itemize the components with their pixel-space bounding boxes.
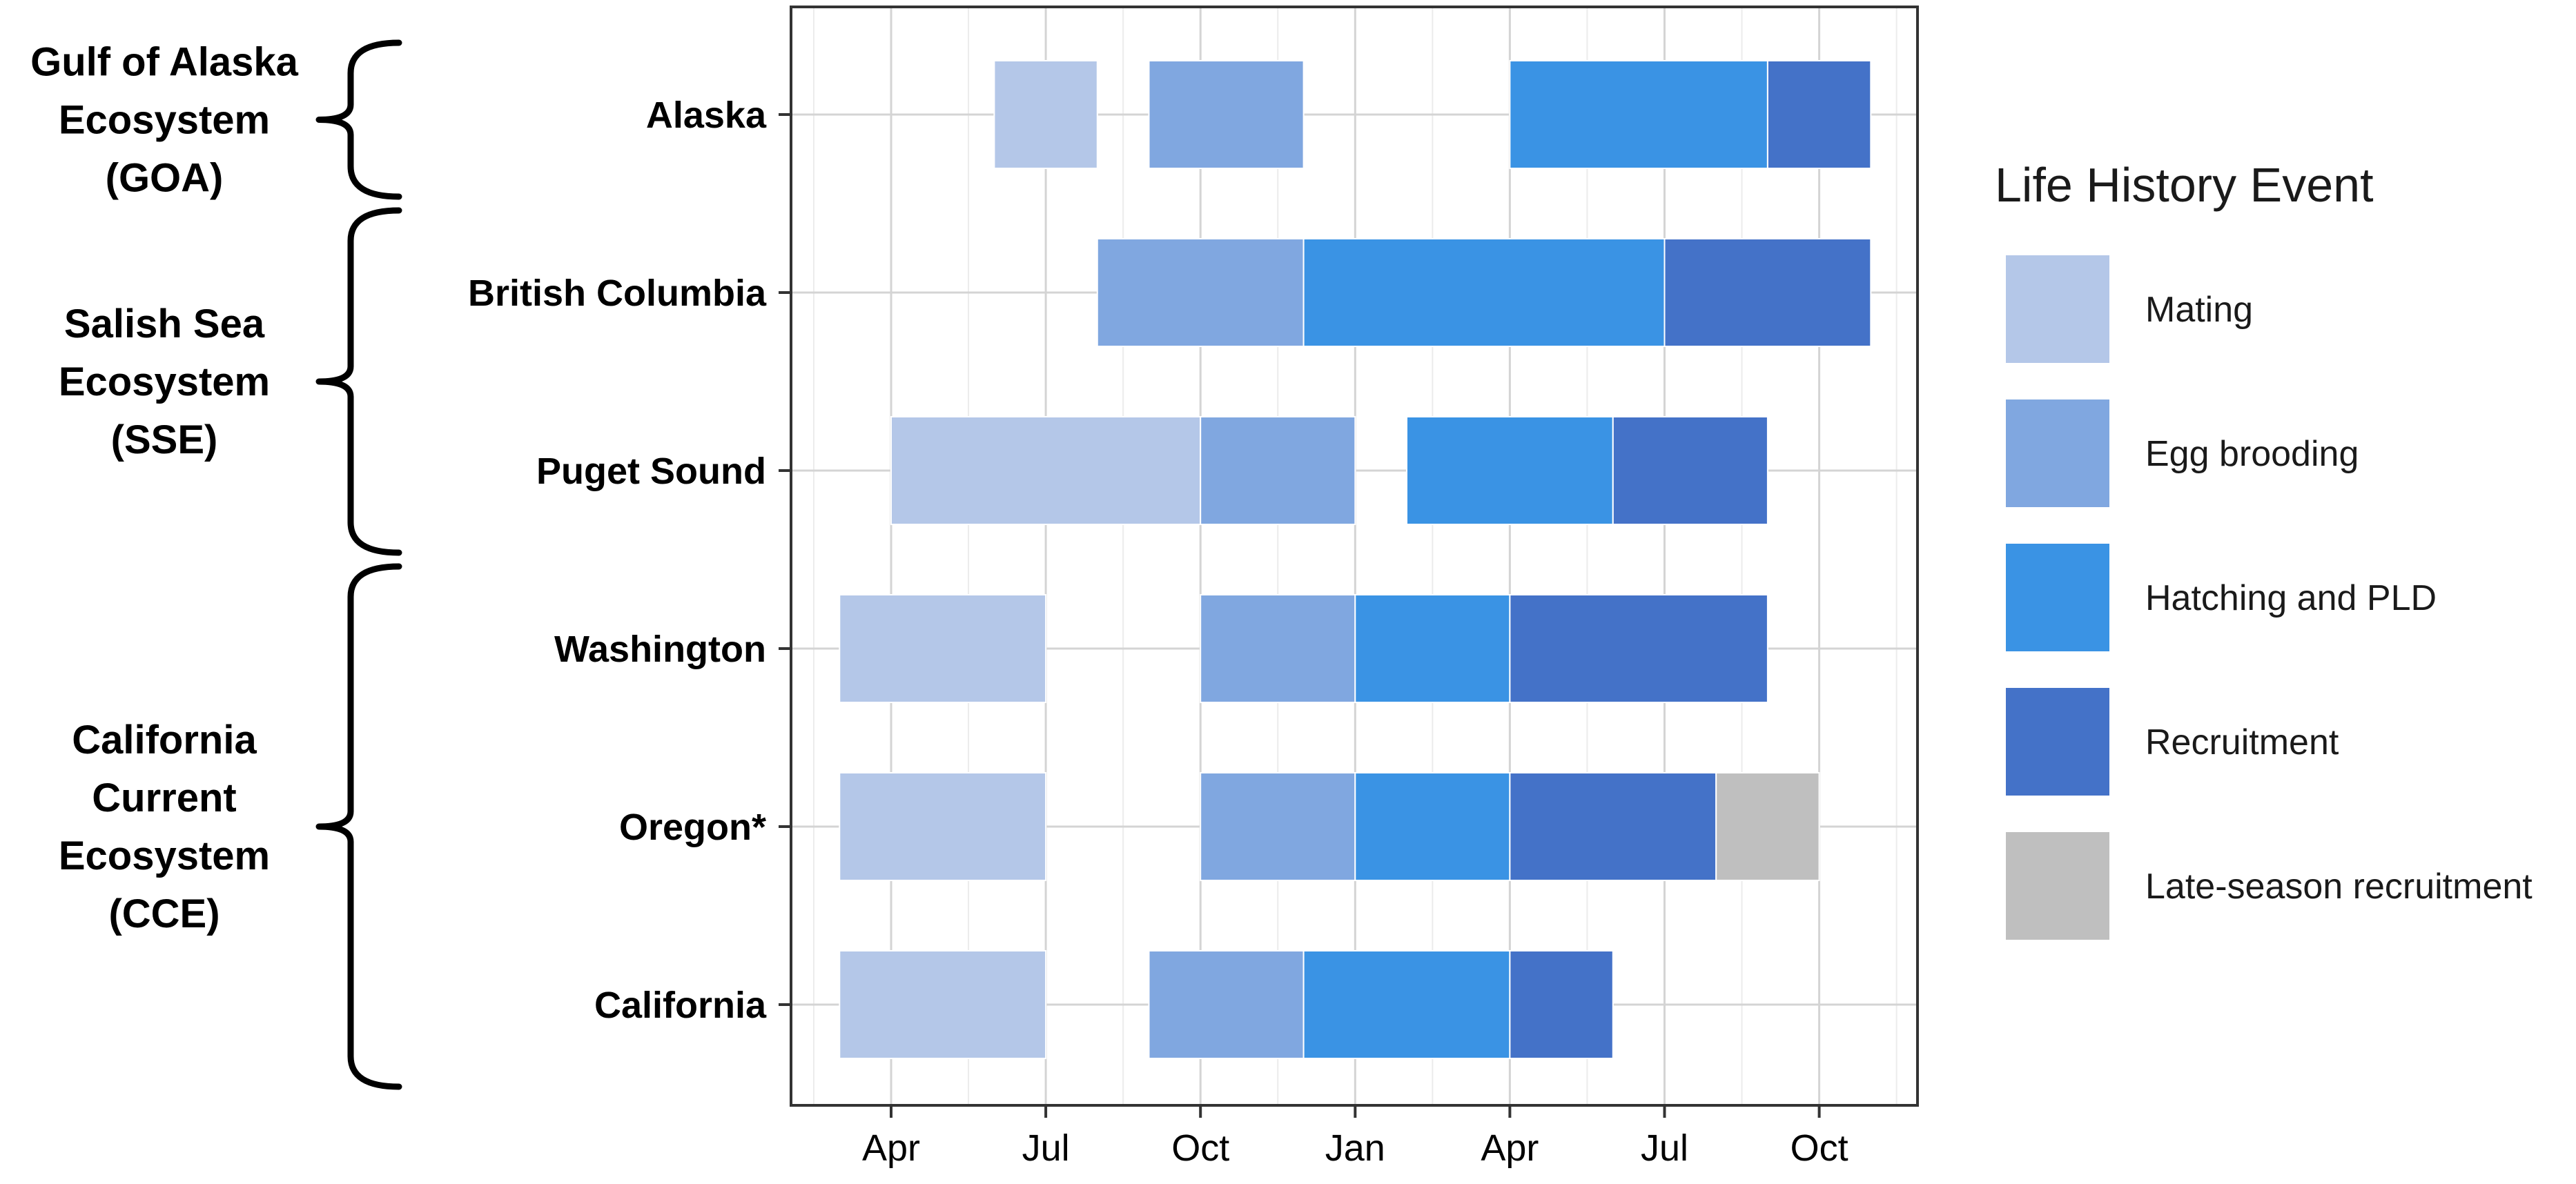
bar-puget-sound-mating (890, 416, 1202, 525)
bar-alaska-hatch (1509, 60, 1768, 169)
legend-key-hatch (2006, 544, 2109, 651)
x-tick-label: Oct (1171, 1127, 1229, 1169)
legend-label-recruit: Recruitment (2145, 722, 2339, 762)
ecosystem-brace (315, 563, 402, 1090)
ecosystem-annotations: Gulf of Alaska Ecosystem (GOA) Salish Sea Ec… (30, 39, 402, 1090)
row-label-puget-sound: Puget Sound (536, 451, 766, 492)
ecosystem-label: Current (92, 776, 236, 820)
legend-label-egg: Egg brooding (2145, 434, 2359, 474)
bar-oregon-mating (839, 772, 1047, 881)
x-tick-label: Jan (1325, 1127, 1385, 1169)
legend-key-egg (2006, 399, 2109, 507)
legend-title: Life History Event (1995, 158, 2374, 212)
x-tick-label: Apr (862, 1127, 920, 1169)
bar-alaska-mating (993, 60, 1098, 169)
bar-washington-mating (839, 594, 1047, 703)
bar-washington-egg (1200, 594, 1356, 703)
legend-key-mating (2006, 255, 2109, 363)
bar-puget-sound-recruit (1612, 416, 1768, 525)
ecosystem-label: (GOA) (106, 156, 224, 201)
row-label-california: California (594, 985, 767, 1026)
bar-british-columbia-hatch (1302, 238, 1666, 347)
bar-washington-hatch (1354, 594, 1511, 703)
bar-washington-recruit (1509, 594, 1768, 703)
bar-british-columbia-recruit (1663, 238, 1872, 347)
row-label-alaska: Alaska (646, 95, 767, 136)
axes: Alaska British Columbia Puget Sound Washing… (468, 6, 1919, 1169)
legend-label-mating: Mating (2145, 290, 2253, 330)
x-tick-label: Apr (1481, 1127, 1539, 1169)
row-label-oregon: Oregon* (619, 807, 766, 848)
ecosystem-label: California (72, 718, 257, 762)
row-label-washington: Washington (554, 629, 766, 670)
legend-key-late (2006, 832, 2109, 940)
bar-british-columbia-egg (1096, 238, 1305, 347)
bar-alaska-recruit (1766, 60, 1872, 169)
x-tick-label: Jul (1641, 1127, 1688, 1169)
legend-key-recruit (2006, 688, 2109, 796)
bar-puget-sound-hatch (1406, 416, 1614, 525)
x-tick-label: Jul (1022, 1127, 1070, 1169)
bar-california-recruit (1509, 950, 1614, 1059)
x-tick-label: Oct (1790, 1127, 1848, 1169)
bar-oregon-recruit (1509, 772, 1717, 881)
ecosystem-label: Salish Sea (64, 302, 265, 346)
ecosystem-label: Ecosystem (59, 359, 270, 404)
legend: Life History Event Mating Egg brooding Hatc… (1995, 158, 2533, 940)
legend-label-late: Late-season recruitment (2145, 867, 2533, 907)
legend-label-hatch: Hatching and PLD (2145, 578, 2437, 618)
plot-panel (791, 7, 1918, 1105)
bar-california-mating (839, 950, 1047, 1059)
ecosystem-label: (CCE) (108, 891, 219, 936)
ecosystem-label: Ecosystem (59, 833, 270, 878)
bar-alaska-egg (1148, 60, 1305, 169)
bar-oregon-egg (1200, 772, 1356, 881)
ecosystem-label: Gulf of Alaska (30, 40, 299, 85)
ecosystem-label: (SSE) (111, 417, 218, 462)
row-label-british-columbia: British Columbia (468, 273, 767, 314)
bars (839, 60, 1872, 1059)
bar-oregon-late (1715, 772, 1820, 881)
bar-california-egg (1148, 950, 1305, 1059)
bar-oregon-hatch (1354, 772, 1511, 881)
ecosystem-brace (315, 207, 402, 556)
bar-puget-sound-egg (1200, 416, 1356, 525)
ecosystem-brace (315, 39, 402, 200)
bar-california-hatch (1302, 950, 1511, 1059)
ecosystem-label: Ecosystem (59, 98, 270, 143)
